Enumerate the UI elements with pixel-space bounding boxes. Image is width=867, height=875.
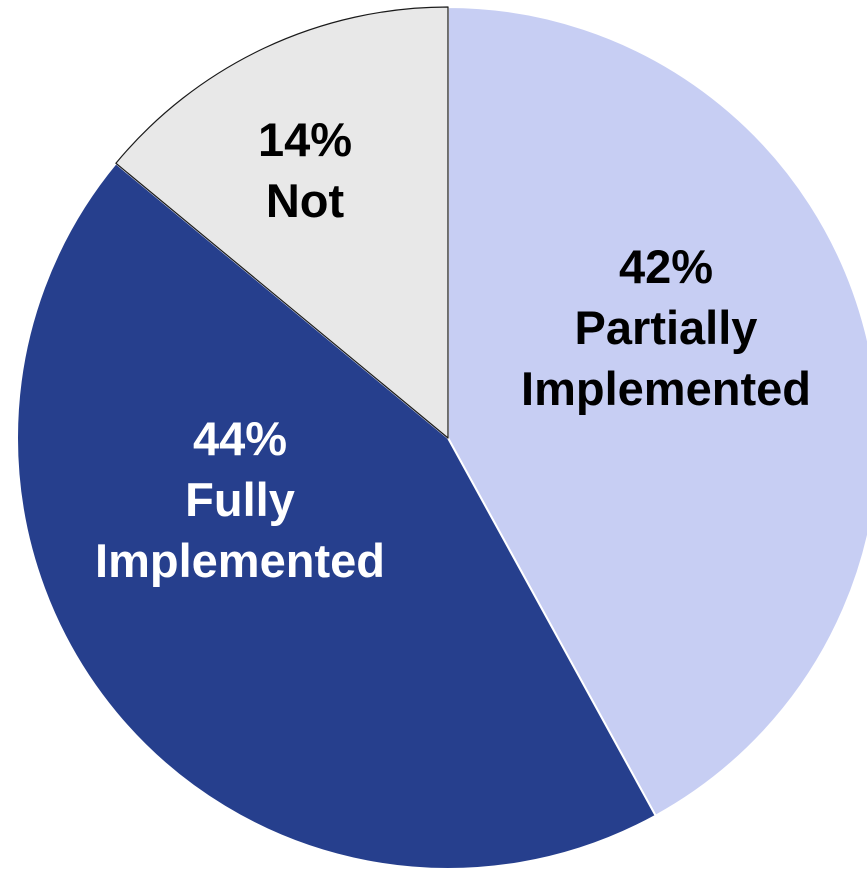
slice-percent-label: 42% — [619, 240, 713, 293]
pie-slice-not — [115, 6, 449, 439]
slice-label-not: 14% Not — [258, 113, 352, 227]
pie-slice-fully-implemented — [16, 162, 657, 870]
slice-name-label: Implemented — [521, 362, 811, 415]
slice-name-label: Not — [266, 174, 345, 227]
labels-layer: 42% Partially Implemented 44% Fully Implement… — [95, 113, 811, 587]
slice-name-label: Implemented — [95, 534, 385, 587]
slice-label-fully-implemented: 44% Fully Implemented — [95, 412, 385, 587]
pie-slice-partially-implemented — [447, 6, 867, 817]
slice-label-partially-implemented: 42% Partially Implemented — [521, 240, 811, 415]
slice-percent-label: 44% — [193, 412, 287, 465]
slice-name-label: Partially — [575, 301, 758, 354]
slice-name-label: Fully — [185, 473, 295, 526]
slice-percent-label: 14% — [258, 113, 352, 166]
slices-layer — [16, 6, 867, 870]
